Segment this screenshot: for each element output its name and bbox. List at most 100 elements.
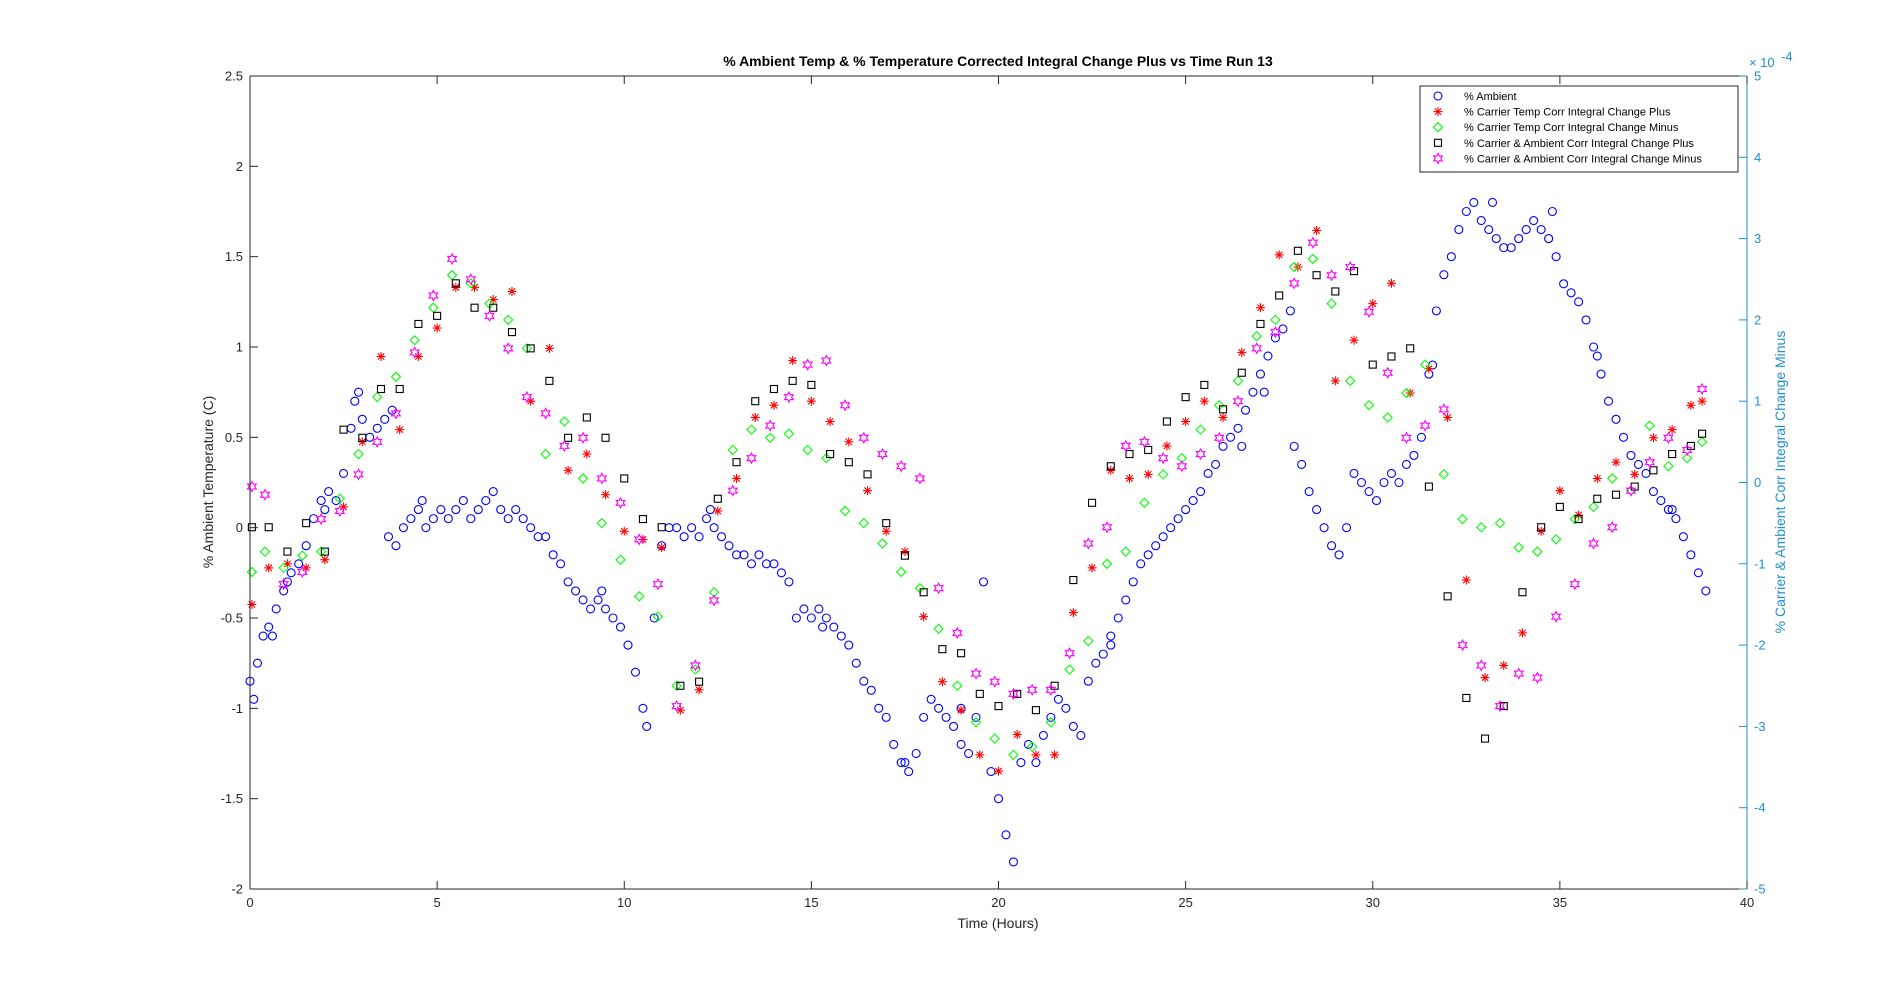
series-3-point-51 bbox=[1176, 452, 1188, 464]
series-1-point-140 bbox=[1248, 387, 1258, 397]
series-3-point-58 bbox=[1307, 253, 1319, 265]
series-2-point-30 bbox=[788, 356, 798, 366]
series-1-point-80 bbox=[799, 604, 809, 614]
series-1-point-85 bbox=[836, 631, 846, 641]
series-1-point-86 bbox=[844, 640, 854, 650]
series-5-point-26 bbox=[708, 594, 720, 607]
series-2-point-75 bbox=[1630, 469, 1640, 479]
series-5-point-48 bbox=[1120, 439, 1132, 453]
series-3-point-70 bbox=[1532, 546, 1543, 557]
series-5-point-30 bbox=[783, 390, 795, 404]
series-1-point-35 bbox=[466, 514, 476, 524]
series-5-point-27 bbox=[727, 484, 739, 497]
y2-tick-label: 2 bbox=[1754, 312, 1761, 327]
series-2-point-21 bbox=[619, 526, 629, 536]
series-4-point-32 bbox=[826, 449, 835, 459]
series-3-point-22 bbox=[633, 591, 645, 602]
series-5-point-13 bbox=[465, 273, 477, 286]
series-3-point-9 bbox=[390, 371, 402, 383]
y-axis-title: % Ambient Temperature (C) bbox=[200, 396, 216, 568]
series-1-point-27 bbox=[406, 514, 416, 524]
series-4-point-46 bbox=[1088, 498, 1097, 507]
series-4-point-33 bbox=[844, 458, 853, 467]
series-1-point-74 bbox=[754, 550, 764, 560]
series-3-point-27 bbox=[727, 444, 739, 456]
series-1-point-19 bbox=[357, 414, 367, 424]
series-2-point-1 bbox=[247, 599, 257, 609]
series-2-point-52 bbox=[1199, 396, 1209, 406]
series-5-point-14 bbox=[484, 309, 495, 323]
series-1-point-81 bbox=[806, 613, 816, 623]
series-4-point-11 bbox=[433, 311, 442, 320]
chart-title: % Ambient Temp & % Temperature Corrected… bbox=[723, 53, 1273, 69]
series-1-point-163 bbox=[1416, 432, 1426, 442]
series-2-point-26 bbox=[713, 506, 723, 516]
series-3-point-73 bbox=[1588, 501, 1599, 513]
series-1-point-12 bbox=[316, 496, 326, 506]
series-4-point-66 bbox=[1462, 693, 1471, 702]
series-2-point-71 bbox=[1555, 486, 1565, 496]
series-1-point-56 bbox=[623, 640, 633, 650]
series-1-point-6 bbox=[271, 604, 281, 614]
series-1-point-41 bbox=[511, 505, 521, 515]
series-5-point-33 bbox=[839, 399, 851, 412]
plot-area bbox=[250, 76, 1747, 889]
series-1-point-200 bbox=[1693, 568, 1703, 578]
series-1-point-17 bbox=[350, 396, 360, 406]
series-1-point-53 bbox=[600, 604, 611, 614]
series-1-point-51 bbox=[586, 604, 596, 614]
series-5-point-41 bbox=[989, 675, 1001, 688]
series-1-point-108 bbox=[1008, 857, 1019, 867]
series-5-point-52 bbox=[1195, 447, 1206, 461]
series-1-point-97 bbox=[926, 694, 936, 704]
series-1-point-37 bbox=[481, 496, 491, 506]
series-1-point-183 bbox=[1566, 288, 1576, 298]
series-4-point-68 bbox=[1499, 702, 1508, 711]
series-2-point-42 bbox=[1012, 730, 1022, 740]
series-5-point-67 bbox=[1475, 659, 1487, 672]
series-5-point-51 bbox=[1176, 460, 1188, 473]
series-1-point-57 bbox=[630, 667, 641, 677]
series-2-point-40 bbox=[975, 750, 985, 760]
series-3-point-3 bbox=[278, 562, 289, 574]
series-4-point-15 bbox=[507, 328, 517, 337]
series-1-point-203 bbox=[1259, 387, 1269, 397]
series-2-point-73 bbox=[1592, 473, 1602, 483]
series-3-point-30 bbox=[783, 428, 795, 439]
series-5-point-2 bbox=[259, 488, 271, 501]
y2-tick-label: -2 bbox=[1754, 638, 1766, 653]
series-4-point-76 bbox=[1649, 466, 1658, 475]
series-1-point-7 bbox=[279, 586, 289, 596]
series-5-point-47 bbox=[1101, 520, 1113, 534]
series-1-point-139 bbox=[1240, 405, 1251, 415]
series-5-point-61 bbox=[1363, 305, 1375, 318]
series-3-point-64 bbox=[1419, 359, 1431, 370]
series-1-point-63 bbox=[672, 523, 682, 533]
series-5-point-44 bbox=[1045, 683, 1057, 697]
series-5-point-35 bbox=[877, 447, 888, 461]
series-3-point-62 bbox=[1382, 412, 1393, 423]
series-3-point-2 bbox=[259, 546, 271, 557]
series-4-point-74 bbox=[1611, 490, 1621, 499]
series-3-point-20 bbox=[596, 517, 608, 529]
legend-entry-2: % Carrier Temp Corr Integral Change Plus bbox=[1464, 107, 1671, 119]
series-1-point-143 bbox=[1270, 333, 1280, 343]
axes: 0 5 10 15 20 25 30 35 40-2-1.5-1-0.500.511.522.5… bbox=[221, 69, 1766, 911]
series-4-point-43 bbox=[1031, 706, 1040, 715]
series-3-point-17 bbox=[540, 448, 551, 460]
y-tick-label: 1.5 bbox=[225, 249, 243, 264]
series-1-point-116 bbox=[1068, 721, 1078, 731]
series-2-point-74 bbox=[1611, 457, 1621, 467]
series-5-point-5 bbox=[315, 512, 327, 526]
series-5-point-4 bbox=[297, 565, 308, 579]
series-3-point-46 bbox=[1083, 635, 1094, 647]
series-5-point-24 bbox=[671, 699, 683, 713]
x-tick-label: 10 bbox=[617, 895, 631, 910]
series-1-point-117 bbox=[1076, 730, 1086, 740]
series-1-point-101 bbox=[956, 739, 966, 750]
series-4-point-67 bbox=[1480, 734, 1490, 743]
y2-tick-label: -5 bbox=[1754, 882, 1766, 897]
series-3-point-71 bbox=[1550, 534, 1562, 545]
series-5-point-3 bbox=[278, 577, 290, 591]
series-1-point-170 bbox=[1469, 197, 1479, 208]
